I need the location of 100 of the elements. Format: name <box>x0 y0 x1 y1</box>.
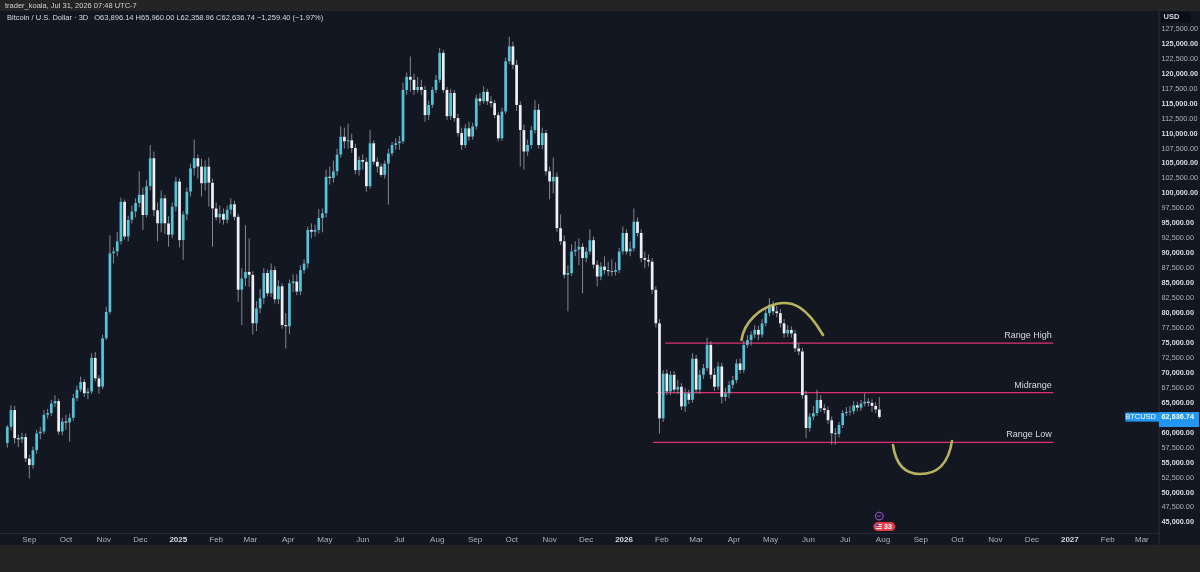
candlestick <box>691 352 694 404</box>
candlestick <box>244 224 247 287</box>
candlestick <box>603 255 606 275</box>
candlestick <box>581 242 584 294</box>
candlestick <box>493 99 496 119</box>
candlestick <box>669 370 672 396</box>
candlestick <box>551 157 555 194</box>
candlestick <box>354 143 357 175</box>
candlestick <box>720 362 724 404</box>
x-tick-label: Dec <box>133 534 148 544</box>
candlestick <box>610 258 614 277</box>
candlestick <box>343 127 346 150</box>
x-tick-label: Jul <box>840 534 851 544</box>
x-tick-label: Dec <box>1024 534 1040 544</box>
candlestick <box>211 178 214 248</box>
candlestick <box>665 368 669 396</box>
candlestick <box>240 267 244 326</box>
candlestick <box>427 100 431 121</box>
candlestick <box>27 454 31 479</box>
candlestick <box>819 394 823 413</box>
candlestick <box>614 261 617 276</box>
x-tick-label: Jun <box>356 534 370 544</box>
candlestick <box>361 154 365 170</box>
candlestick <box>310 222 313 239</box>
x-tick-label: 2026 <box>615 534 634 544</box>
x-tick-label: Jun <box>802 534 815 544</box>
candlestick <box>713 367 716 392</box>
candlestick <box>148 144 152 191</box>
x-tick-label: Feb <box>1100 534 1116 544</box>
candlestick <box>82 378 86 398</box>
candlestick <box>852 400 856 415</box>
x-tick-label: Mar <box>689 534 704 544</box>
candlestick <box>834 427 837 446</box>
x-tick-label: Sep <box>467 534 483 544</box>
candlestick <box>636 216 639 237</box>
series-label: Range Low <box>1006 429 1053 440</box>
x-tick-label: May <box>763 534 779 544</box>
candlestick <box>123 199 126 240</box>
candlestick <box>233 200 236 221</box>
x-tick-label: Oct <box>59 534 73 544</box>
x-tick-label: 2027 <box>1060 534 1080 544</box>
candlestick <box>482 85 485 105</box>
x-tick-label: Feb <box>655 534 670 544</box>
candlestick <box>742 340 746 374</box>
candlestick <box>746 334 749 349</box>
candlestick <box>471 122 474 141</box>
x-tick-label: Jul <box>394 534 405 544</box>
x-tick-label: Feb <box>209 534 224 544</box>
candlestick <box>295 273 299 296</box>
series-label: Midrange <box>1014 379 1052 390</box>
candlestick <box>159 190 163 233</box>
candlestick <box>537 103 540 150</box>
candlestick <box>137 170 141 208</box>
candlestick <box>775 305 779 318</box>
candlestick <box>877 396 881 420</box>
candlestick <box>507 36 511 65</box>
x-tick-label: Nov <box>96 534 111 544</box>
x-tick-label: 2025 <box>169 534 188 544</box>
candlestick <box>266 269 269 297</box>
x-tick-label: May <box>317 534 333 544</box>
candlestick <box>68 413 71 443</box>
candlestick <box>200 158 203 197</box>
candlestick <box>60 417 64 436</box>
candlestick <box>687 389 691 405</box>
x-tick-label: Oct <box>505 534 519 544</box>
candlestick <box>859 399 863 412</box>
candlestick <box>676 379 680 395</box>
x-tick-label: Nov <box>542 534 557 544</box>
candlestick <box>632 207 636 252</box>
candlestick <box>757 325 760 341</box>
candlestick <box>64 414 68 431</box>
x-tick-label: Aug <box>875 534 891 544</box>
x-tick-label: Mar <box>243 534 258 544</box>
candlestick <box>192 139 196 176</box>
candlestick <box>540 127 544 150</box>
candlestick <box>178 178 181 248</box>
candlestick <box>496 111 500 142</box>
candlestick <box>57 398 60 436</box>
candlestick <box>485 88 489 106</box>
candlestick <box>808 412 812 433</box>
candlestick <box>680 382 683 411</box>
candlestick <box>874 401 878 414</box>
candlestick <box>416 76 420 94</box>
candlestick <box>365 157 368 193</box>
candlestick <box>328 166 332 185</box>
candlestick <box>13 405 17 445</box>
candlestick <box>658 318 661 434</box>
candlestick <box>218 204 222 224</box>
candlestick <box>463 123 467 149</box>
candlestick <box>786 324 790 338</box>
candlestick <box>625 228 628 255</box>
x-tick-label: Sep <box>913 534 929 544</box>
candlestick <box>518 100 522 167</box>
candlestick <box>855 401 859 412</box>
candlestick <box>317 208 321 235</box>
candlestick <box>277 279 280 305</box>
candlestick <box>16 434 20 448</box>
candlestick <box>449 88 453 121</box>
candlestick <box>409 56 412 93</box>
candlestick <box>222 207 225 226</box>
